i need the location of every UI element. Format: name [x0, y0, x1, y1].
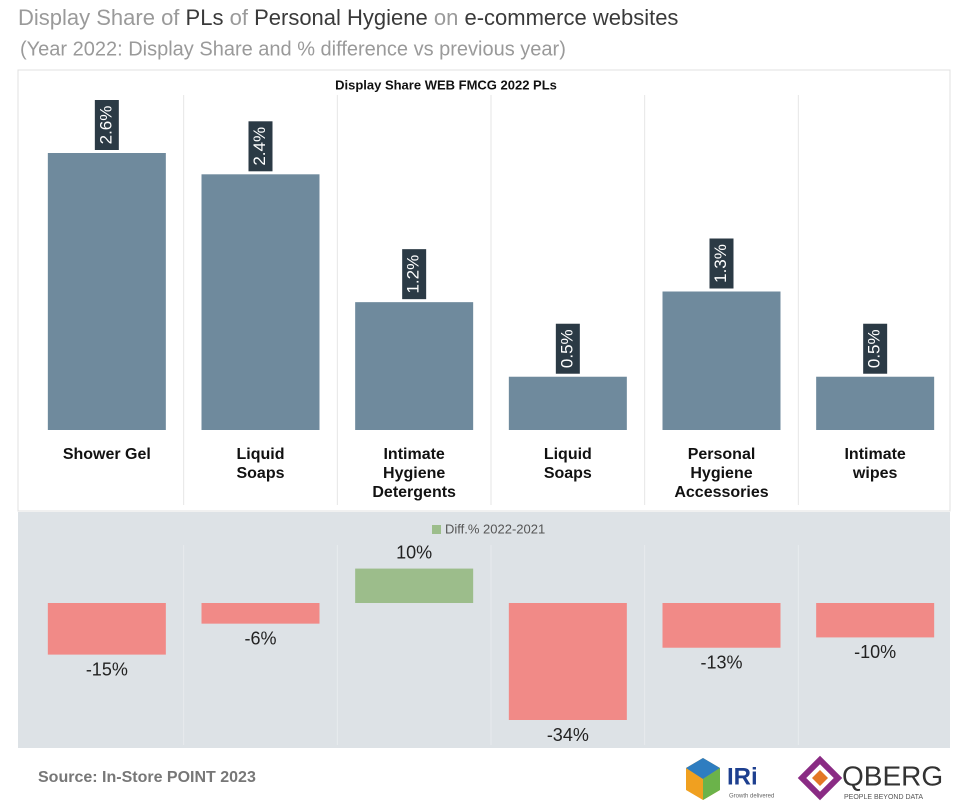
value-label-box — [709, 238, 734, 289]
value-label: -6% — [244, 628, 276, 648]
bar — [816, 603, 935, 638]
title-part: on — [434, 5, 458, 30]
bottom-panel — [18, 512, 950, 748]
subtitle: (Year 2022: Display Share and % differen… — [20, 38, 566, 60]
x-tick-label: Intimate Hygiene Detergents — [372, 446, 456, 501]
x-tick-label: Liquid Soaps — [236, 446, 284, 482]
x-tick-label: Personal Hygiene Accessories — [674, 446, 768, 501]
legend-label: Diff.% 2022-2021 — [445, 521, 545, 536]
value-label: -10% — [854, 642, 896, 662]
title-part: PLs — [186, 5, 224, 30]
x-tick-label: Intimate wipes — [844, 446, 905, 482]
value-label-box — [402, 249, 427, 300]
x-tick-label: Liquid Soaps — [544, 446, 592, 482]
top-panel — [17, 69, 951, 512]
logo-iri: IRi Growth delivered — [686, 758, 774, 800]
logo-text: QBERG — [842, 760, 943, 791]
bar — [201, 174, 320, 430]
value-label-box — [863, 323, 888, 374]
value-label: 0.5% — [865, 329, 884, 368]
value-label-box — [94, 100, 119, 150]
value-label-box — [248, 121, 273, 172]
bar — [662, 291, 781, 430]
title-part: of — [230, 5, 249, 30]
value-label: -15% — [86, 659, 128, 679]
bar — [662, 603, 781, 648]
bar — [47, 603, 166, 655]
value-label: 1.2% — [404, 255, 423, 294]
logo-tagline: Growth delivered — [729, 794, 774, 800]
bar — [47, 153, 166, 430]
bar — [508, 603, 627, 720]
logo-qberg: QBERG PEOPLE BEYOND DATA — [797, 755, 943, 801]
value-label: 2.6% — [96, 106, 115, 145]
value-label: 2.4% — [250, 127, 269, 166]
legend-swatch — [432, 525, 441, 534]
value-label: -34% — [547, 725, 589, 745]
title-part: Personal Hygiene — [254, 5, 428, 30]
value-label: 0.5% — [557, 329, 576, 368]
bar — [355, 568, 474, 603]
value-label: -13% — [700, 652, 742, 672]
chart-title: Display Share WEB FMCG 2022 PLs — [335, 77, 557, 92]
bar — [201, 603, 320, 624]
logo-icon — [686, 758, 720, 779]
logo-icon — [812, 770, 828, 786]
value-label: 1.3% — [711, 244, 730, 283]
title-part: Display Share of — [18, 5, 180, 30]
title-part: e-commerce websites — [464, 5, 678, 30]
bar — [508, 376, 627, 430]
bar — [816, 376, 935, 430]
value-label-box — [555, 323, 580, 374]
logo-icon — [797, 755, 843, 801]
bar — [355, 302, 474, 430]
x-tick-label: Shower Gel — [63, 446, 151, 463]
value-label: 10% — [396, 542, 432, 562]
source: Source: In-Store POINT 2023 — [38, 769, 256, 786]
title: Display Share of PLs of Personal Hygiene… — [18, 5, 678, 30]
logo-tagline: PEOPLE BEYOND DATA — [844, 794, 923, 801]
logo-text: IRi — [727, 763, 758, 790]
logo-icon — [703, 768, 720, 800]
